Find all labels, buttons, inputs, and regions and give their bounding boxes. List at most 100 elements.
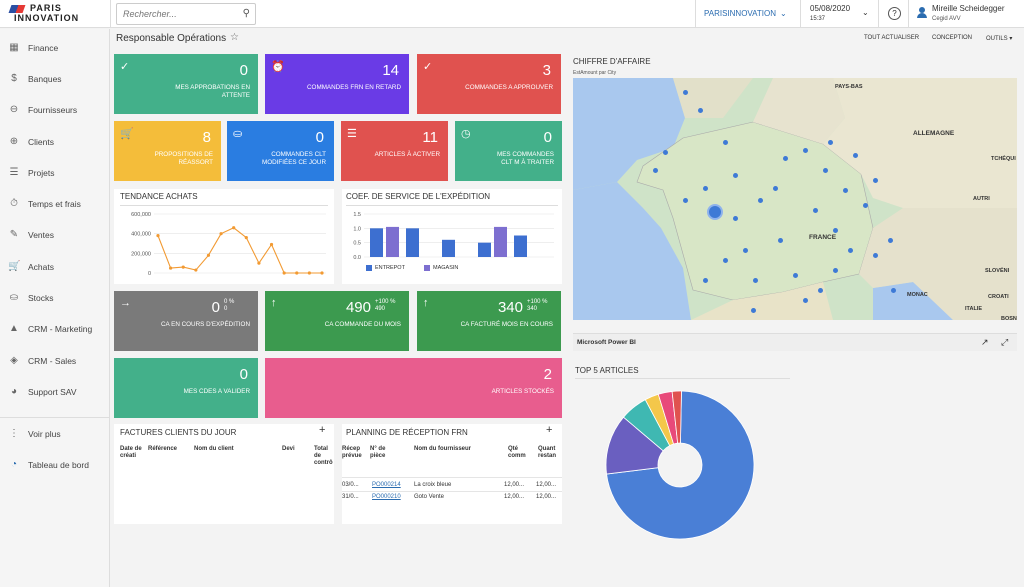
sidebar-item-stocks[interactable]: ⛀ Stocks (8, 292, 54, 304)
trend-point[interactable] (219, 232, 223, 236)
sidebar-item-support-sav[interactable]: ◕ Support SAV (8, 386, 77, 398)
kpi-tile[interactable]: ◷ 0 MES COMMANDES CLT M À TRAITER (455, 121, 562, 181)
map-city-dot[interactable] (751, 308, 756, 313)
help-icon[interactable]: ? (888, 7, 901, 20)
map-city-dot[interactable] (778, 238, 783, 243)
add-reception-button[interactable]: + (546, 424, 553, 436)
map-city-dot[interactable] (843, 188, 848, 193)
map-city-dot[interactable] (758, 198, 763, 203)
sidebar-item-clients[interactable]: ⊕ Clients (8, 136, 54, 148)
map-city-dot[interactable] (873, 253, 878, 258)
bar[interactable] (442, 239, 455, 257)
trend-point[interactable] (295, 271, 299, 275)
sidebar-item-banques[interactable]: $ Banques (8, 73, 61, 85)
user-icon[interactable] (917, 7, 927, 18)
kpi-tile[interactable]: ⏰ 14 COMMANDES FRN EN RETARD (265, 54, 409, 114)
trend-point[interactable] (269, 242, 274, 247)
bar[interactable] (478, 242, 491, 257)
company-selector[interactable]: PARISINNOVATION ⌄ (704, 9, 787, 18)
map-city-bubble[interactable] (707, 204, 723, 220)
kpi-tile[interactable]: → 0 0 % 0 CA EN COURS D'EXPÉDITION (114, 291, 258, 351)
trend-point[interactable] (307, 271, 311, 275)
map-city-dot[interactable] (803, 148, 808, 153)
bar[interactable] (406, 228, 419, 257)
map-city-dot[interactable] (891, 288, 896, 293)
map-city-dot[interactable] (683, 90, 688, 95)
trend-point[interactable] (181, 265, 185, 269)
map-city-dot[interactable] (703, 278, 708, 283)
kpi-tile[interactable]: ⛀ 0 COMMANDES CLT MODIFIÉES CE JOUR (227, 121, 334, 181)
col-header[interactable]: Nom du fournisseur (414, 446, 472, 452)
trend-point[interactable] (206, 253, 211, 257)
trend-point[interactable] (244, 236, 248, 240)
piece-link[interactable]: PO000214 (372, 482, 401, 488)
chevron-down-icon[interactable]: ⌄ (862, 8, 869, 17)
map-city-dot[interactable] (803, 298, 808, 303)
map-city-dot[interactable] (733, 216, 738, 221)
map-city-dot[interactable] (743, 248, 748, 253)
map-city-dot[interactable] (848, 248, 853, 253)
revenue-map[interactable]: PAYS-BAS ALLEMAGNE FRANCE TCHÉQUI AUTRI SLOVÉ… (573, 78, 1017, 320)
trend-point[interactable] (194, 268, 198, 272)
design-button[interactable]: CONCEPTION (932, 35, 973, 41)
sidebar-item-projets[interactable]: ☰ Projets (8, 167, 55, 179)
trend-point[interactable] (282, 271, 286, 275)
kpi-tile[interactable]: ↑ 340 +100 % 340 CA FACTURÉ MOIS EN COURS (417, 291, 561, 351)
col-header[interactable]: Devi (282, 446, 295, 452)
sidebar-item-ventes[interactable]: ✎ Ventes (8, 229, 54, 241)
sidebar-item-temps-et-frais[interactable]: ⏱ Temps et frais (8, 198, 81, 210)
bar[interactable] (386, 226, 399, 257)
map-city-dot[interactable] (813, 208, 818, 213)
bar[interactable] (514, 235, 527, 258)
kpi-tile[interactable]: ✓ 3 COMMANDES A APPROUVER (417, 54, 561, 114)
map-city-dot[interactable] (823, 168, 828, 173)
col-header[interactable]: Date de créati (120, 446, 142, 459)
map-city-dot[interactable] (873, 178, 878, 183)
refresh-all-button[interactable]: TOUT ACTUALISER (864, 35, 920, 41)
trend-point[interactable] (232, 226, 236, 230)
add-invoice-button[interactable]: + (319, 424, 326, 436)
app-logo[interactable]: PARIS INNOVATION (4, 3, 104, 25)
col-header[interactable]: N° de pièce (370, 446, 386, 459)
kpi-tile[interactable]: ☰ 11 ARTICLES À ACTIVER (341, 121, 448, 181)
map-city-dot[interactable] (783, 156, 788, 161)
map-city-dot[interactable] (773, 186, 778, 191)
map-city-dot[interactable] (853, 153, 858, 158)
map-city-dot[interactable] (733, 173, 738, 178)
user-menu[interactable]: Mireille Scheidegger Cegid AVV (932, 4, 1004, 24)
share-icon[interactable]: ↗ (981, 337, 989, 347)
kpi-tile[interactable]: 2 ARTICLES STOCKÉS (265, 358, 562, 418)
sidebar-item-crm-sales[interactable]: ◈ CRM - Sales (8, 355, 76, 367)
map-city-dot[interactable] (793, 273, 798, 278)
kpi-tile[interactable]: ↑ 490 +100 % 490 CA COMMANDE DU MOIS (265, 291, 409, 351)
map-city-dot[interactable] (698, 108, 703, 113)
bar[interactable] (370, 228, 383, 257)
col-header[interactable]: Référence (148, 446, 178, 452)
col-header[interactable]: Nom du client (194, 446, 234, 452)
sidebar-item-tableau-de-bord[interactable]: ◔ Tableau de bord (8, 459, 89, 471)
map-city-dot[interactable] (818, 288, 823, 293)
map-city-dot[interactable] (653, 168, 658, 173)
trend-point[interactable] (156, 234, 160, 238)
pie-slice[interactable] (671, 390, 682, 444)
trend-point[interactable] (169, 266, 173, 270)
kpi-tile[interactable]: ✓ 0 MES APPROBATIONS EN ATTENTE (114, 54, 258, 114)
col-header[interactable]: Quant restan (538, 446, 557, 459)
col-header[interactable]: Qté comm (508, 446, 526, 459)
map-city-dot[interactable] (888, 238, 893, 243)
expand-icon[interactable]: ⤢ (1001, 337, 1009, 347)
map-city-dot[interactable] (723, 258, 728, 263)
sidebar-item-fournisseurs[interactable]: ⊖ Fournisseurs (8, 104, 77, 116)
col-header[interactable]: Total de contrô (314, 446, 333, 466)
bar[interactable] (494, 226, 507, 257)
session-date[interactable]: 05/08/2020 15:37 (810, 4, 850, 24)
map-city-dot[interactable] (753, 278, 758, 283)
map-city-dot[interactable] (723, 140, 728, 145)
sidebar-item-voir-plus[interactable]: ⋮ Voir plus (8, 428, 61, 440)
kpi-tile[interactable]: 🛒 8 PROPOSITIONS DE RÉASSORT (114, 121, 221, 181)
map-city-dot[interactable] (863, 203, 868, 208)
map-city-dot[interactable] (833, 268, 838, 273)
trend-point[interactable] (320, 271, 324, 275)
kpi-tile[interactable]: 0 MES CDES A VALIDER (114, 358, 258, 418)
piece-link[interactable]: PO000210 (372, 494, 401, 500)
